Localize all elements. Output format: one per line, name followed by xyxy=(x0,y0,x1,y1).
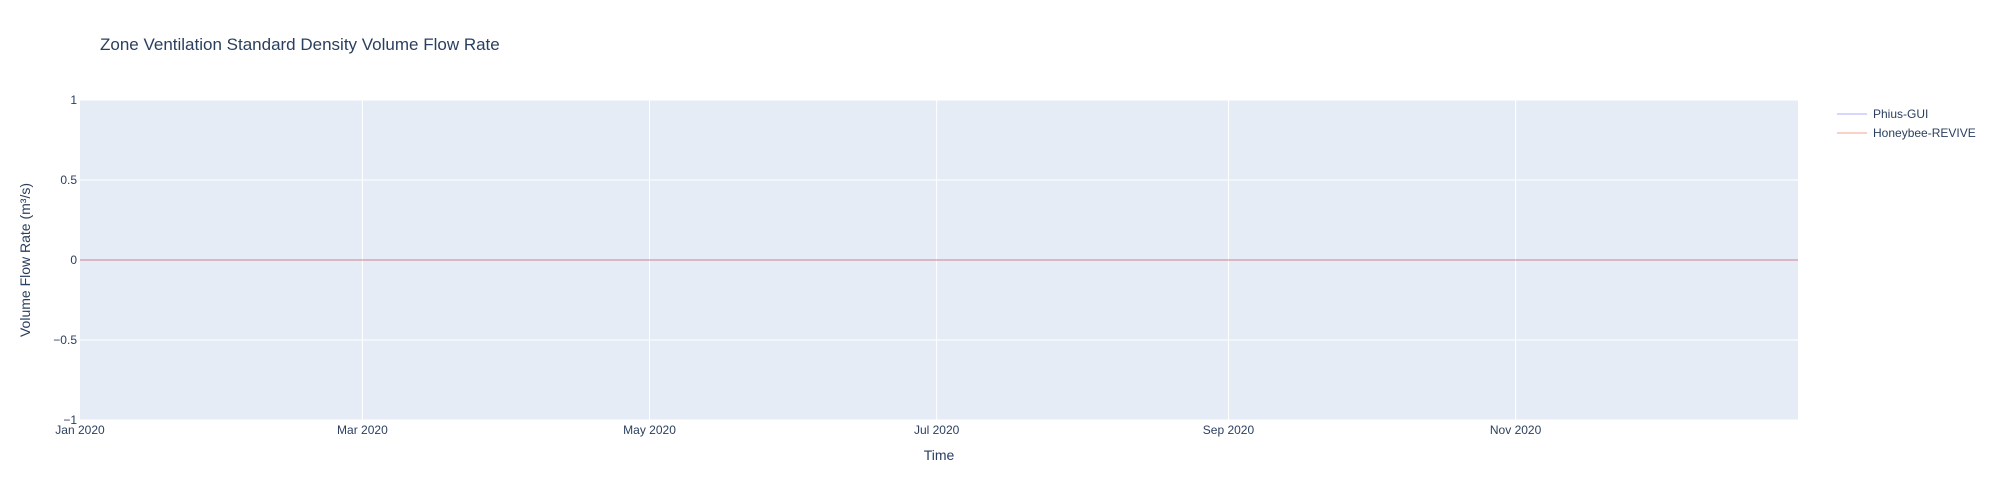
y-tick-label: −1 xyxy=(63,413,77,427)
x-tick-label: Jan 2020 xyxy=(55,423,105,437)
y-axis-title: Volume Flow Rate (m³/s) xyxy=(17,183,33,337)
legend-label-honeybee-revive: Honeybee-REVIVE xyxy=(1873,126,1976,140)
x-axis-title: Time xyxy=(924,447,955,463)
y-tick-label: 0.5 xyxy=(60,173,77,187)
y-tick-label: 0 xyxy=(70,253,77,267)
x-tick-label: May 2020 xyxy=(623,423,676,437)
legend-item-phius-gui[interactable]: Phius-GUI xyxy=(1837,107,1928,121)
x-tick-label: Nov 2020 xyxy=(1490,423,1542,437)
y-tick-label: −0.5 xyxy=(53,333,77,347)
x-tick-label: Mar 2020 xyxy=(337,423,388,437)
x-tick-label: Sep 2020 xyxy=(1203,423,1255,437)
legend: Phius-GUI Honeybee-REVIVE xyxy=(1837,107,1976,140)
legend-item-honeybee-revive[interactable]: Honeybee-REVIVE xyxy=(1837,126,1976,140)
y-axis: 1 0.5 0 −0.5 −1 xyxy=(53,93,77,427)
x-tick-label: Jul 2020 xyxy=(914,423,960,437)
x-axis: Jan 2020 Mar 2020 May 2020 Jul 2020 Sep 2020… xyxy=(55,423,1541,437)
y-tick-label: 1 xyxy=(70,93,77,107)
chart-title: Zone Ventilation Standard Density Volume… xyxy=(100,35,500,54)
legend-label-phius-gui: Phius-GUI xyxy=(1873,107,1928,121)
